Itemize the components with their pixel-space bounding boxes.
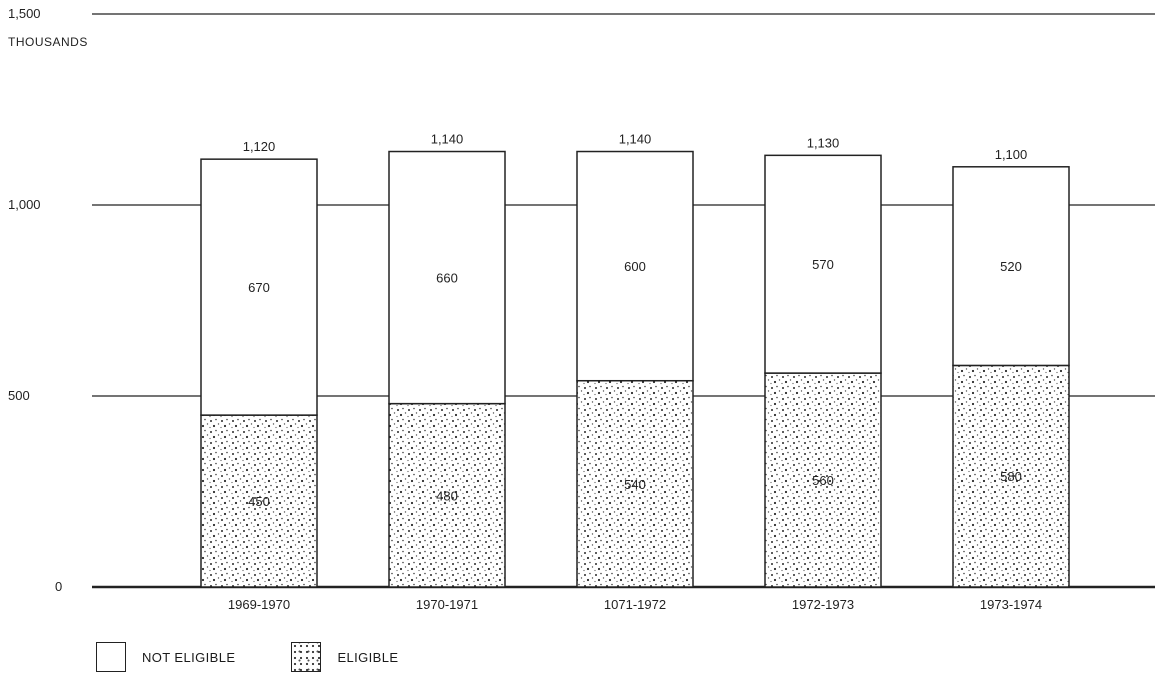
not-eligible-value-label: 520 [1000,259,1022,274]
eligible-value-label: 480 [436,488,458,503]
x-tick-label: 1071-1972 [604,597,666,612]
x-tick-label: 1972-1973 [792,597,854,612]
bar-not-eligible [388,150,506,405]
bar-eligible [952,364,1070,588]
x-tick-label: 1973-1974 [980,597,1042,612]
bars: 1,120 670 450 1,140 660 480 1,140 600 540 1,130 57… [200,132,1070,588]
bar-eligible [764,372,882,588]
bar-not-eligible [576,150,694,382]
y-tick-label: 500 [8,388,30,403]
x-tick-label: 1969-1970 [228,597,290,612]
x-tick-label: 1970-1971 [416,597,478,612]
eligible-label: ELIGIBLE [337,649,399,665]
not-eligible-label: NOT ELIGIBLE [142,649,236,665]
not-eligible-value-label: 570 [812,257,834,272]
legend-item-not-eligible: NOT ELIGIBLE [96,642,235,672]
bar-total-label: 1,100 [995,147,1028,162]
eligible-value-label: 560 [812,473,834,488]
eligible-value-label: 580 [1000,469,1022,484]
not-eligible-value-label: 600 [624,259,646,274]
bar-total-label: 1,130 [807,135,840,150]
bar-not-eligible [764,154,882,374]
legend: NOT ELIGIBLE ELIGIBLE [96,642,454,672]
not-eligible-swatch [96,642,126,672]
eligible-swatch [291,642,322,672]
eligible-value-label: 540 [624,477,646,492]
bar-total-label: 1,140 [619,132,652,147]
y-axis-ticks: 0 500 1,000 1,500 [8,6,62,594]
bar-not-eligible [952,166,1070,367]
bar-eligible [576,379,694,588]
bar-eligible [388,402,506,588]
y-tick-label: 0 [55,579,62,594]
x-axis-ticks: 1969-1970 1970-1971 1071-1972 1972-1973 1973… [228,597,1042,612]
bar-not-eligible [200,158,318,416]
y-tick-label: 1,000 [8,197,41,212]
not-eligible-value-label: 670 [248,280,270,295]
eligible-value-label: 450 [248,494,270,509]
legend-item-eligible: ELIGIBLE [291,642,398,672]
y-tick-label: 1,500 [8,6,41,21]
bar-eligible [200,414,318,588]
bar-total-label: 1,140 [431,132,464,147]
y-axis-unit-label: THOUSANDS [8,35,88,49]
not-eligible-value-label: 660 [436,271,458,286]
bar-total-label: 1,120 [243,139,276,154]
